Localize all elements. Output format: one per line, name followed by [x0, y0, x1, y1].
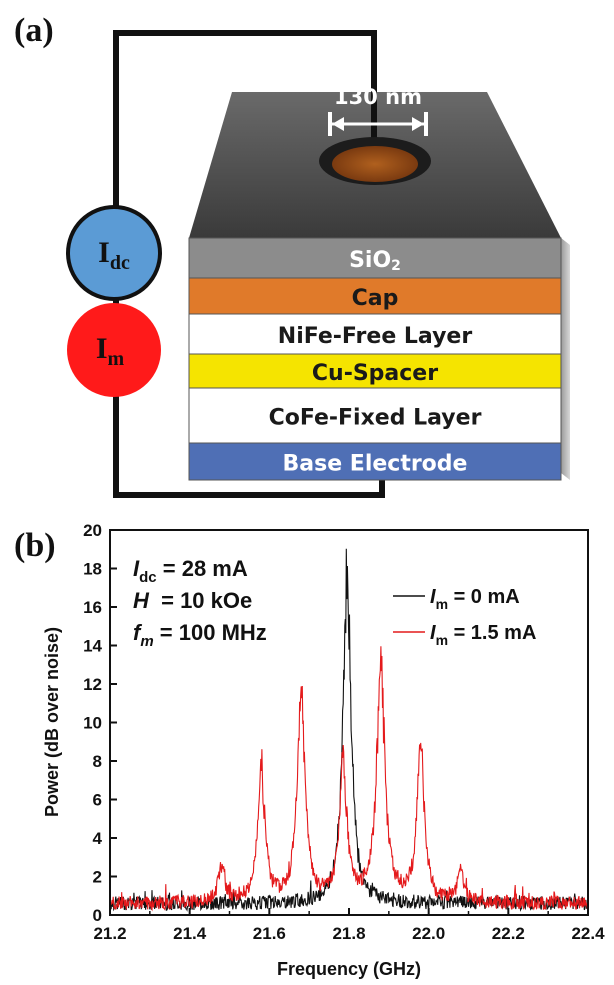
layer-cofe-fixed-layer [188, 387, 562, 444]
x-tick-label: 22.4 [571, 924, 605, 943]
layer-label: Base Electrode [283, 451, 468, 476]
dc-current-source: Idc [66, 205, 162, 301]
x-tick-label: 22.2 [492, 924, 525, 943]
y-tick-label: 10 [83, 714, 102, 733]
legend-label-15ma: Im = 1.5 mA [430, 622, 536, 648]
layer-label: SiO2 [349, 248, 401, 275]
y-tick-label: 12 [83, 675, 102, 694]
y-tick-label: 20 [83, 521, 102, 540]
y-tick-label: 0 [93, 906, 102, 925]
x-tick-label: 21.4 [173, 924, 207, 943]
y-tick-label: 16 [83, 598, 102, 617]
panel-label-a: (a) [14, 12, 54, 49]
parameter-box: Idc = 28 mA H = 10 kOe fm = 100 MHz [133, 556, 267, 650]
modulation-current-source: Im [67, 303, 161, 397]
arrow-left-icon [332, 117, 344, 131]
panel-label-b: (b) [14, 527, 56, 564]
dc-source-circle [66, 205, 162, 301]
dc-source-label: Idc [98, 236, 130, 274]
layer-label: Cu-Spacer [312, 361, 438, 386]
legend: Im = 0 mA Im = 1.5 mA [393, 586, 536, 648]
x-tick-label: 22.0 [412, 924, 445, 943]
x-tick-label: 21.2 [93, 924, 126, 943]
param-idc: Idc = 28 mA [133, 556, 248, 586]
y-axis-title: Power (dB over noise) [42, 627, 62, 817]
layer-cu-spacer [188, 353, 562, 389]
layer-label: NiFe-Free Layer [278, 324, 473, 349]
layer-label: CoFe-Fixed Layer [269, 405, 482, 430]
layer-base-electrode [188, 442, 562, 481]
y-tick-label: 14 [83, 637, 102, 656]
y-tick-label: 6 [93, 791, 102, 810]
arrow-right-icon [412, 117, 424, 131]
param-h: H = 10 kOe [133, 588, 252, 613]
param-fm: fm = 100 MHz [133, 620, 267, 650]
series-line-im-1p5ma [109, 646, 589, 912]
width-label: 130 nm [334, 85, 422, 109]
device-side-face [561, 238, 570, 480]
y-tick-label: 8 [93, 752, 102, 771]
y-tick-label: 2 [93, 868, 102, 887]
device-schematic: 130 nm SiO2 Cap NiFe-Free Layer Cu-Spacer Co… [66, 30, 570, 498]
y-tick-label: 4 [93, 829, 103, 848]
legend-label-0ma: Im = 0 mA [430, 586, 520, 612]
layer-nife-free-layer [188, 313, 562, 355]
m-source-label: Im [96, 332, 125, 370]
x-axis-title: Frequency (GHz) [277, 959, 421, 979]
m-source-circle [67, 303, 161, 397]
y-tick-label: 18 [83, 560, 102, 579]
series-line-im-0ma [109, 548, 589, 912]
x-tick-label: 21.8 [332, 924, 365, 943]
x-tick-label: 21.6 [253, 924, 286, 943]
pillar-contact [332, 146, 418, 182]
layer-stack: SiO2 Cap NiFe-Free Layer Cu-Spacer CoFe-Fixe… [188, 237, 562, 481]
layer-label: Cap [352, 286, 399, 311]
plot-frame [109, 529, 589, 916]
layer-cap [188, 277, 562, 315]
